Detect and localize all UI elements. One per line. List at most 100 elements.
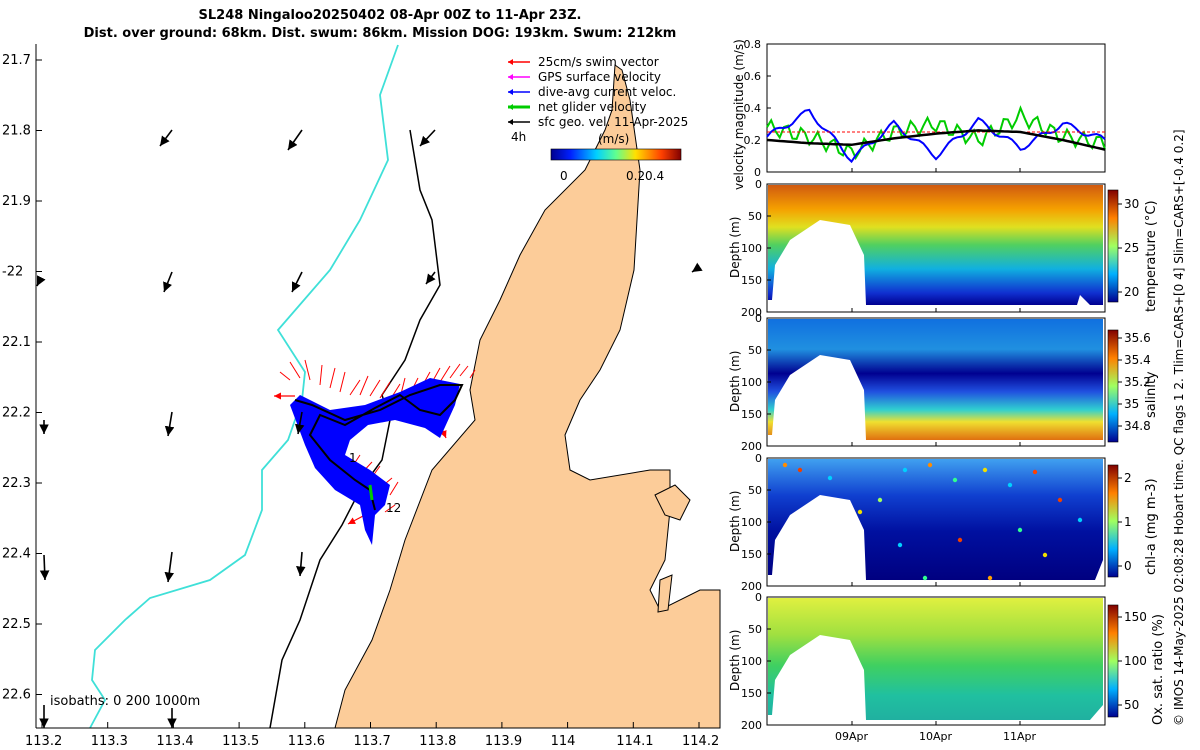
lat-tick-label: 21.8 bbox=[2, 124, 31, 139]
geo-velocity-arrow bbox=[159, 129, 173, 147]
velocity-series-line bbox=[766, 108, 1106, 164]
depth-tick-label: 50 bbox=[748, 210, 762, 223]
lat-tick-label: 22.6 bbox=[2, 688, 31, 703]
depth-tick-label: 150 bbox=[741, 548, 762, 561]
colorbar-tick-label: 35.4 bbox=[1124, 353, 1151, 367]
lon-tick-label: 113.9 bbox=[485, 734, 522, 749]
geo-velocity-arrow bbox=[36, 275, 46, 287]
temperature-ylabel: Depth (m) bbox=[728, 217, 742, 278]
colorbar-tick-label: 50 bbox=[1124, 698, 1139, 712]
lon-tick-label: 113.2 bbox=[25, 734, 62, 749]
lon-tick-label: 113.3 bbox=[91, 734, 128, 749]
chla-high-point bbox=[1007, 482, 1013, 488]
geo-velocity-arrow bbox=[419, 129, 436, 147]
colorbar-tick: 0.4 bbox=[645, 169, 664, 183]
chla-high-point bbox=[1057, 497, 1063, 503]
depth-tick-label: 0 bbox=[755, 591, 762, 604]
geo-velocity-arrow bbox=[296, 551, 306, 577]
colorbar-tick-label: 30 bbox=[1124, 197, 1139, 211]
lat-tick-label: 22.4 bbox=[2, 547, 31, 562]
swim-vector-arrow bbox=[347, 514, 366, 525]
velocity-yaxis: 0 0.2 0.4 0.6 0.8 bbox=[744, 38, 771, 179]
velocity-series-line bbox=[766, 105, 1106, 161]
map-colorbar bbox=[550, 148, 682, 161]
chla-panel bbox=[766, 457, 1119, 587]
depth-tick-label: 150 bbox=[741, 687, 762, 700]
lat-tick-label: 22.5 bbox=[2, 617, 31, 632]
chla-high-point bbox=[902, 467, 908, 473]
depth-tick-label: 100 bbox=[741, 516, 762, 529]
velocity-ytick-label: 0.6 bbox=[744, 70, 762, 83]
colorbar-tick: 0 bbox=[560, 169, 568, 183]
depth-tick-label: 150 bbox=[741, 274, 762, 287]
interval-label: 4h bbox=[511, 130, 526, 144]
depth-tick-label: 200 bbox=[741, 719, 762, 732]
depth-tick-label: 50 bbox=[748, 623, 762, 636]
colorbar-tick-label: 150 bbox=[1124, 610, 1147, 624]
lon-tick-label: 114.1 bbox=[616, 734, 653, 749]
geo-velocity-arrow bbox=[163, 271, 173, 293]
lon-tick-label: 114.2 bbox=[682, 734, 719, 749]
geo-velocity-arrow bbox=[287, 129, 303, 151]
colorbar-tick: 0.2 bbox=[626, 169, 645, 183]
chla-high-point bbox=[782, 462, 788, 468]
depth-tick-label: 50 bbox=[748, 344, 762, 357]
depth-tick-label: 100 bbox=[741, 655, 762, 668]
chla-high-point bbox=[1042, 552, 1048, 558]
temperature-cblabel: temperature (°C) bbox=[1144, 200, 1159, 312]
lon-tick-label: 113.5 bbox=[222, 734, 259, 749]
colorbar-unit: (m/s) bbox=[598, 132, 629, 146]
depth-tick-label: 200 bbox=[741, 306, 762, 319]
chla-high-point bbox=[897, 542, 903, 548]
velocity-lines bbox=[766, 105, 1106, 164]
oxygen-cblabel: Ox. sat. ratio (%) bbox=[1151, 614, 1166, 725]
time-axis: 09Apr 10Apr 11Apr bbox=[835, 168, 1037, 743]
lat-tick-label: 22.3 bbox=[2, 476, 31, 491]
glider-track bbox=[294, 384, 464, 511]
velocity-plot-frame bbox=[766, 43, 1106, 173]
depth-tick-label: 150 bbox=[741, 408, 762, 421]
velocity-ytick-label: 0.4 bbox=[744, 102, 762, 115]
velocity-ytick-label: 0 bbox=[754, 166, 761, 179]
colorbar-tick-label: 20 bbox=[1124, 285, 1139, 299]
colorbar-tick-label: 34.8 bbox=[1124, 419, 1151, 433]
colorbar-tick-label: 100 bbox=[1124, 654, 1147, 668]
chla-high-point bbox=[957, 537, 963, 543]
lon-tick-label: 113.7 bbox=[354, 734, 391, 749]
lat-tick-label: -22 bbox=[2, 265, 23, 280]
lon-tick-label: 113.6 bbox=[288, 734, 325, 749]
colorbar-tick-label: 35.2 bbox=[1124, 375, 1151, 389]
plot-subtitle: Dist. over ground: 68km. Dist. swum: 86k… bbox=[83, 26, 677, 41]
colorbar-tick-label: 2 bbox=[1124, 471, 1132, 485]
lat-tick-label: 22.1 bbox=[2, 335, 31, 350]
salinity-ylabel: Depth (m) bbox=[728, 351, 742, 412]
geo-velocity-arrow bbox=[164, 551, 175, 583]
oxygen-panel bbox=[766, 596, 1119, 726]
section-axes: 05010015020030252005010015020035.635.435… bbox=[741, 178, 1151, 732]
time-tick-label: 11Apr bbox=[1003, 730, 1037, 743]
time-tick-label: 09Apr bbox=[835, 730, 869, 743]
salinity-cblabel: salinity bbox=[1144, 371, 1159, 418]
geo-velocity-arrow bbox=[425, 271, 436, 285]
geo-velocity-arrow bbox=[691, 262, 703, 273]
land-area bbox=[334, 64, 721, 729]
chla-high-point bbox=[1017, 527, 1023, 533]
legend-label: sfc geo. vel. 11-Apr-2025 bbox=[538, 115, 688, 129]
time-tick-label: 10Apr bbox=[919, 730, 953, 743]
chla-highlights bbox=[782, 462, 1083, 581]
legend-label: dive-avg current veloc. bbox=[538, 85, 676, 99]
lon-axis: 113.2 113.3 113.4 113.5 113.6 113.7 113.8 113.9… bbox=[25, 722, 719, 749]
depth-tick-label: 50 bbox=[748, 484, 762, 497]
lon-tick-label: 113.8 bbox=[419, 734, 456, 749]
chla-high-point bbox=[952, 477, 958, 483]
geo-velocity-arrow bbox=[164, 411, 175, 437]
depth-tick-label: 0 bbox=[755, 178, 762, 191]
colorbar-tick-label: 0 bbox=[1124, 559, 1132, 573]
legend-label: 25cm/s swim vector bbox=[538, 55, 659, 69]
salinity-panel bbox=[766, 317, 1119, 447]
net-velocity-segment bbox=[368, 484, 374, 501]
chla-high-point bbox=[987, 575, 993, 581]
chla-high-point bbox=[857, 509, 863, 515]
lon-tick-label: 114 bbox=[551, 734, 576, 749]
